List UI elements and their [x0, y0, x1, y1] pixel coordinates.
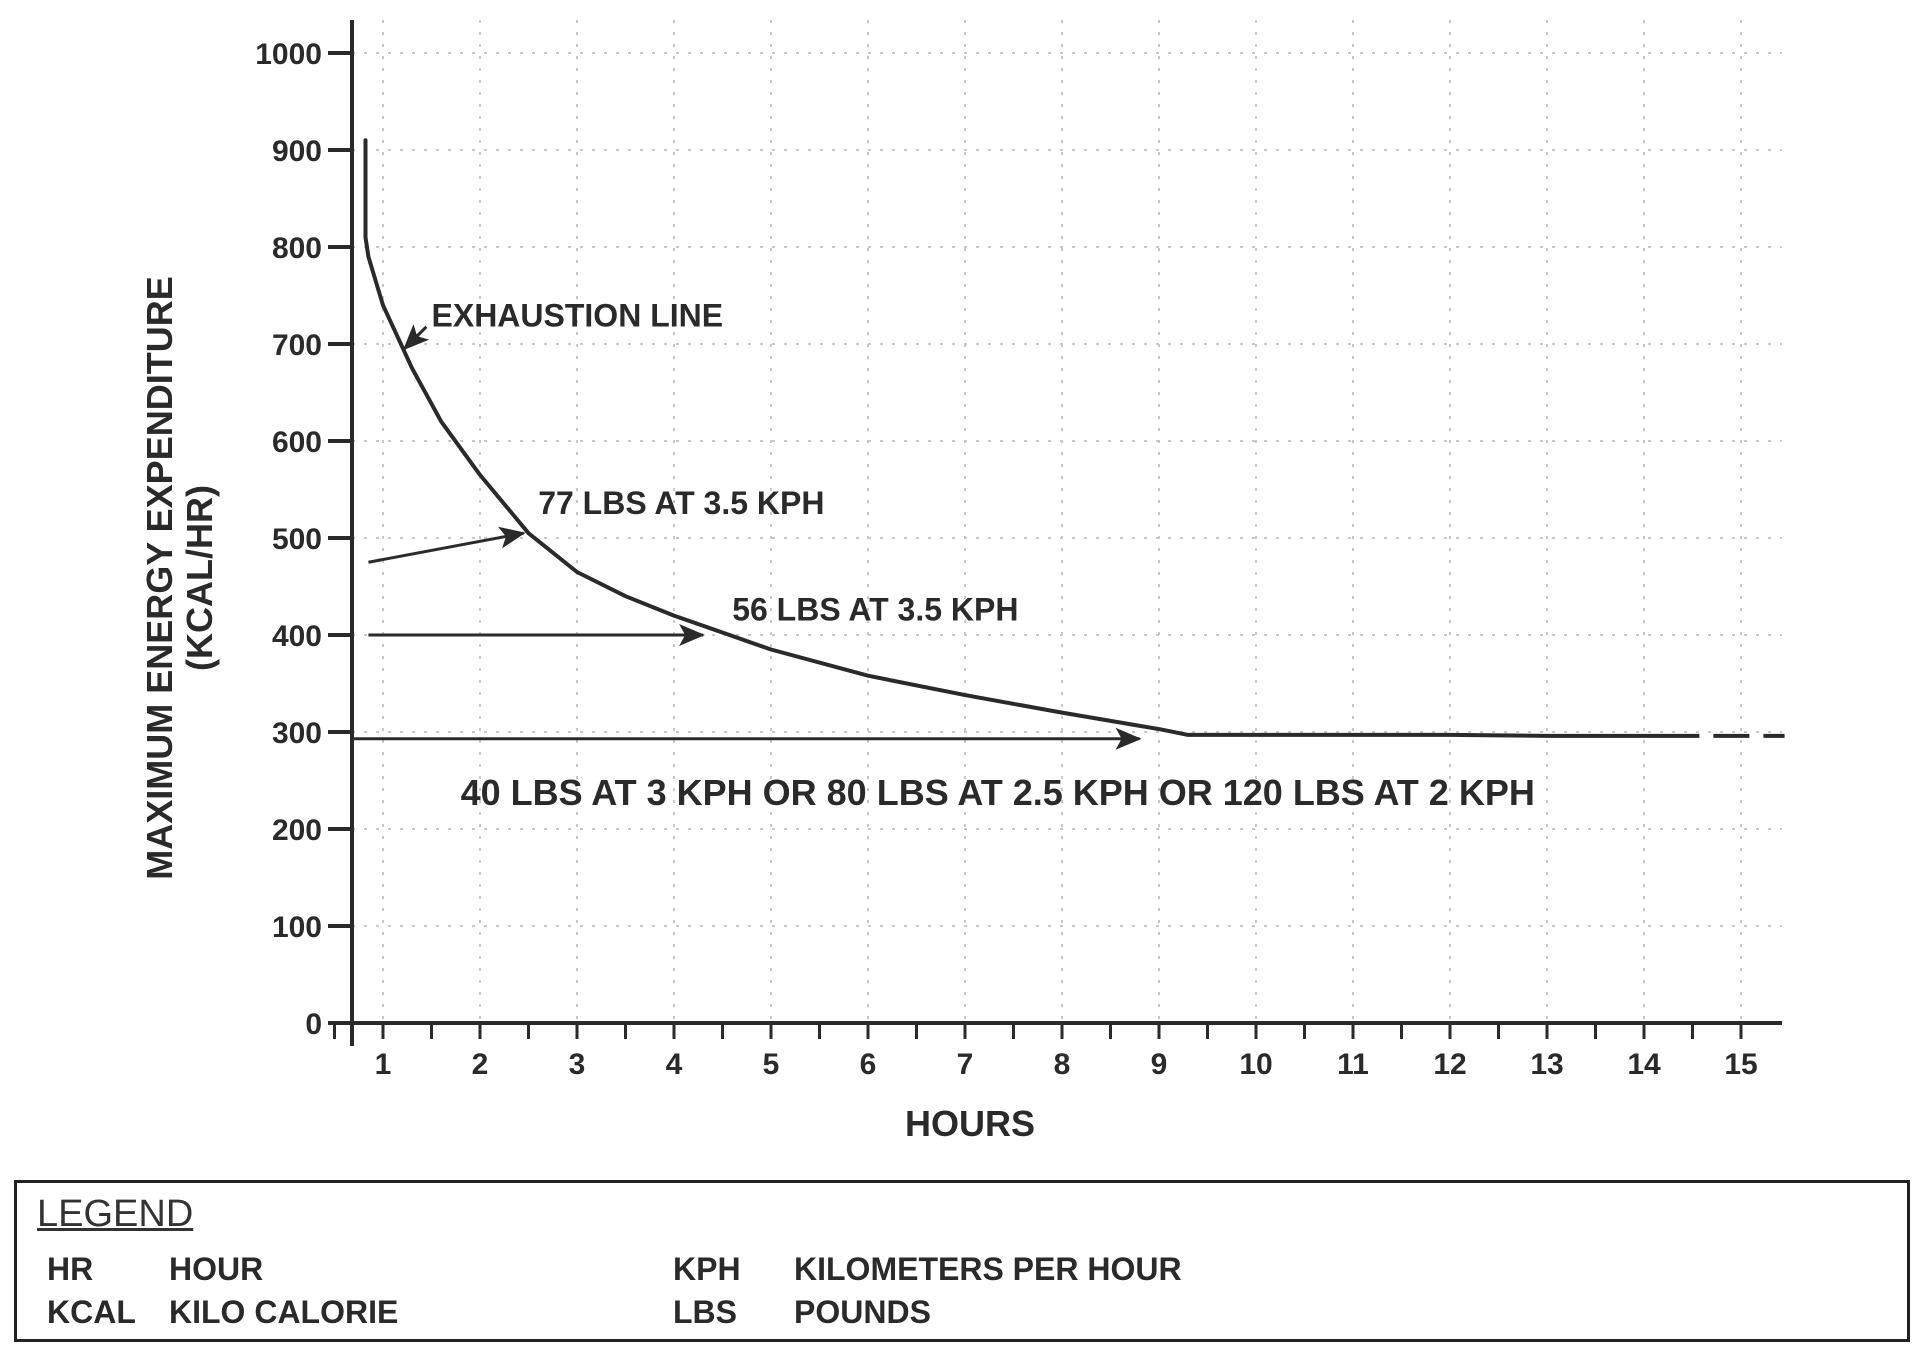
axes	[350, 20, 1782, 1046]
y-tick-label-700: 700	[272, 329, 322, 362]
y-tick-label-0: 0	[305, 1008, 322, 1041]
x-axis-title: HOURS	[905, 1103, 1035, 1144]
x-tick-label-15: 15	[1724, 1048, 1757, 1081]
grid	[352, 20, 1782, 1023]
y-tick-label-500: 500	[272, 523, 322, 556]
y-axis-title-line2: (KCAL/HR)	[179, 485, 220, 671]
series	[363, 138, 1785, 738]
x-tick-label-4: 4	[666, 1048, 683, 1081]
annotation-0-label: EXHAUSTION LINE	[432, 298, 724, 334]
x-tick-label-3: 3	[569, 1048, 586, 1081]
x-tick-label-13: 13	[1530, 1048, 1563, 1081]
legend-meaning-kph: KILOMETERS PER HOUR	[794, 1251, 1182, 1287]
x-tick-label-12: 12	[1433, 1048, 1466, 1081]
legend-title: LEGEND	[37, 1193, 194, 1235]
annotation-1-label: 77 LBS AT 3.5 KPH	[538, 485, 824, 521]
y-tick-label-900: 900	[272, 135, 322, 168]
y-tick-label-300: 300	[272, 717, 322, 750]
legend-meaning-hour: HOUR	[169, 1251, 264, 1287]
legend-meaning-pounds: POUNDS	[794, 1294, 931, 1330]
x-tick-label-11: 11	[1337, 1048, 1369, 1081]
x-tick-label-8: 8	[1054, 1048, 1071, 1081]
y-tick-label-800: 800	[272, 232, 322, 265]
annotation-3-label: 40 LBS AT 3 KPH OR 80 LBS AT 2.5 KPH OR …	[461, 772, 1535, 813]
y-axis-title-line1: MAXIMUM ENERGY EXPENDITURE	[139, 276, 180, 879]
x-tick-label-14: 14	[1627, 1048, 1661, 1081]
x-tick-label-6: 6	[860, 1048, 877, 1081]
annotations: EXHAUSTION LINE 77 LBS AT 3.5 KPH 56 LBS A…	[353, 298, 1535, 813]
x-tick-label-1: 1	[375, 1048, 392, 1081]
annotation-1-arrow	[368, 526, 526, 564]
y-tick-label-100: 100	[272, 911, 322, 944]
x-axis-ticks: 1 2 3 4 5 6 7 8 9 10 11 12 13 14 15	[333, 1023, 1758, 1081]
x-tick-label-10: 10	[1239, 1048, 1272, 1081]
legend-abbr-kcal: KCAL	[47, 1294, 136, 1330]
y-tick-label-200: 200	[272, 814, 322, 847]
legend-meaning-kilo-calorie: KILO CALORIE	[169, 1294, 399, 1330]
y-axis-ticks: 0 100 200 300 400 500 600 700 800 900 1000	[255, 38, 352, 1041]
y-tick-label-1000: 1000	[255, 38, 322, 71]
legend-abbr-lbs: LBS	[673, 1294, 737, 1330]
annotation-2-label: 56 LBS AT 3.5 KPH	[732, 591, 1018, 627]
exhaustion-line	[363, 138, 1666, 738]
x-tick-label-5: 5	[763, 1048, 780, 1081]
x-tick-label-2: 2	[472, 1048, 489, 1081]
y-tick-label-600: 600	[272, 426, 322, 459]
legend-abbr-hr: HR	[47, 1251, 94, 1287]
annotation-0-arrow	[402, 324, 430, 351]
legend-box: LEGEND HR HOUR KCAL KILO CALORIE KPH KIL…	[14, 1180, 1910, 1342]
legend-abbr-kph: KPH	[673, 1251, 741, 1287]
x-tick-label-9: 9	[1151, 1048, 1168, 1081]
y-tick-label-400: 400	[272, 620, 322, 653]
x-tick-label-7: 7	[957, 1048, 974, 1081]
